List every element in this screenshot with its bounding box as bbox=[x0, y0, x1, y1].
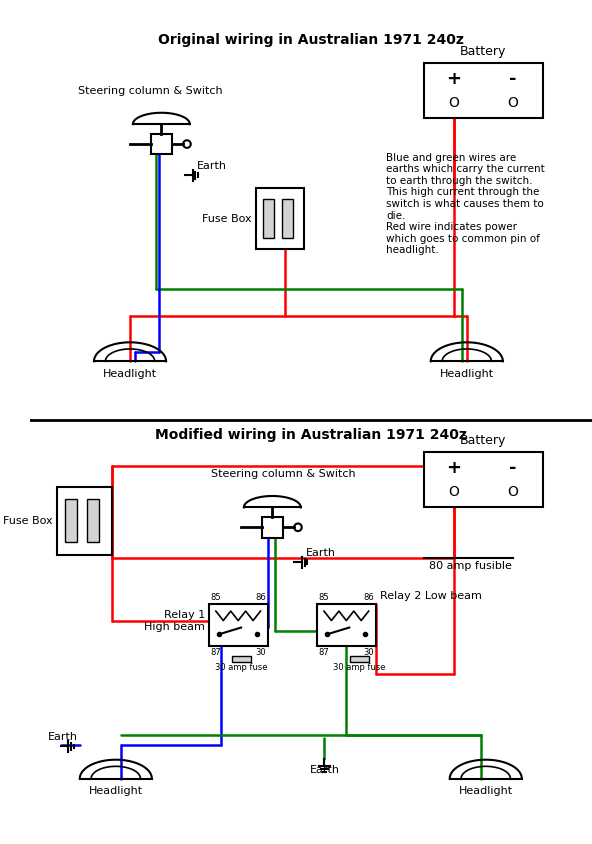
Text: Headlight: Headlight bbox=[89, 787, 143, 796]
Text: -: - bbox=[509, 459, 517, 477]
Text: Relay 1
High beam: Relay 1 High beam bbox=[144, 610, 205, 631]
Text: +: + bbox=[446, 459, 461, 477]
Text: Battery: Battery bbox=[460, 434, 507, 446]
Text: 85: 85 bbox=[319, 593, 329, 603]
Text: Earth: Earth bbox=[47, 732, 78, 742]
Text: 87: 87 bbox=[319, 647, 330, 657]
Text: Fuse Box: Fuse Box bbox=[202, 214, 252, 224]
Text: Earth: Earth bbox=[310, 766, 339, 776]
Text: Earth: Earth bbox=[305, 548, 336, 558]
Text: Headlight: Headlight bbox=[459, 787, 513, 796]
Bar bbox=[231, 656, 250, 663]
Text: O: O bbox=[448, 96, 459, 110]
Text: Fuse Box: Fuse Box bbox=[2, 516, 52, 526]
Text: Steering column & Switch: Steering column & Switch bbox=[211, 469, 355, 479]
Bar bbox=[350, 656, 369, 663]
Bar bbox=[282, 199, 292, 238]
Bar bbox=[317, 604, 376, 646]
Bar bbox=[424, 452, 543, 507]
Text: 86: 86 bbox=[255, 593, 266, 603]
Text: O: O bbox=[507, 485, 519, 499]
Text: Relay 2 Low beam: Relay 2 Low beam bbox=[379, 591, 481, 601]
Text: Headlight: Headlight bbox=[103, 369, 157, 379]
Text: 30 amp fuse: 30 amp fuse bbox=[215, 663, 268, 673]
Text: Blue and green wires are
earths which carry the current
to earth through the swi: Blue and green wires are earths which ca… bbox=[386, 153, 545, 256]
Text: Modified wiring in Australian 1971 240z: Modified wiring in Australian 1971 240z bbox=[155, 428, 467, 441]
Text: 80 amp fusible: 80 amp fusible bbox=[429, 561, 511, 571]
Text: -: - bbox=[509, 70, 517, 88]
Text: 30: 30 bbox=[363, 647, 374, 657]
Bar bbox=[263, 199, 274, 238]
Bar bbox=[87, 500, 99, 542]
Bar bbox=[262, 517, 283, 538]
Bar bbox=[57, 486, 112, 555]
Text: 85: 85 bbox=[211, 593, 221, 603]
Text: 87: 87 bbox=[211, 647, 221, 657]
Text: Original wiring in Australian 1971 240z: Original wiring in Australian 1971 240z bbox=[158, 33, 464, 47]
Bar bbox=[256, 187, 304, 249]
Text: O: O bbox=[507, 96, 519, 110]
Bar bbox=[151, 133, 172, 154]
Bar bbox=[209, 604, 268, 646]
Text: O: O bbox=[448, 485, 459, 499]
Text: Battery: Battery bbox=[460, 45, 507, 57]
Text: Headlight: Headlight bbox=[440, 369, 494, 379]
Text: 86: 86 bbox=[363, 593, 374, 603]
Text: Earth: Earth bbox=[197, 160, 226, 170]
Text: +: + bbox=[446, 70, 461, 88]
Bar bbox=[65, 500, 78, 542]
Text: 30: 30 bbox=[255, 647, 266, 657]
Text: 30 amp fuse: 30 amp fuse bbox=[333, 663, 385, 673]
Text: Steering column & Switch: Steering column & Switch bbox=[78, 86, 223, 96]
Bar bbox=[424, 63, 543, 118]
